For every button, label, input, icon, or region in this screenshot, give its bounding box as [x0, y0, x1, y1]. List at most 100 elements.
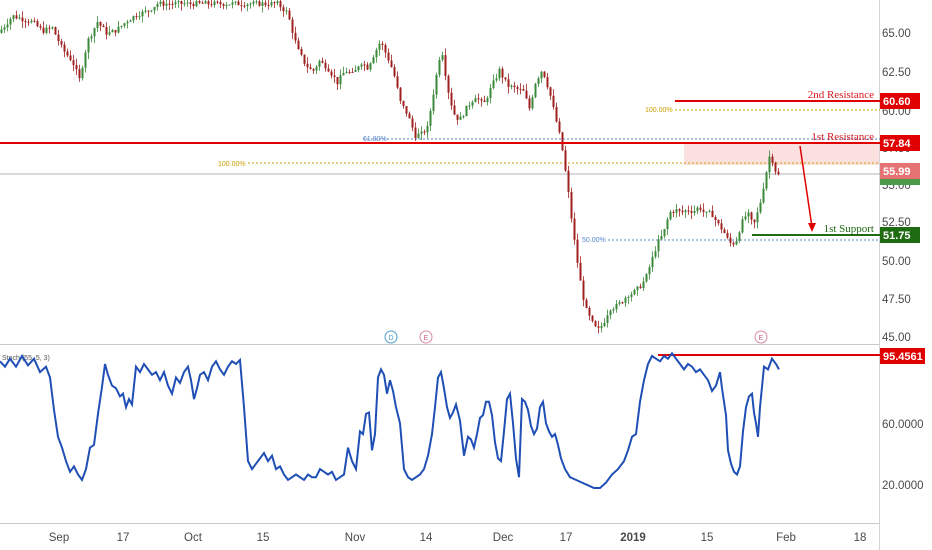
- candle-body[interactable]: [351, 71, 354, 73]
- candle-body[interactable]: [576, 239, 579, 263]
- candle-body[interactable]: [102, 25, 105, 28]
- candle-body[interactable]: [207, 1, 210, 5]
- candle-body[interactable]: [450, 92, 453, 106]
- candle-body[interactable]: [681, 210, 684, 213]
- candle-body[interactable]: [471, 102, 474, 106]
- candle-body[interactable]: [429, 110, 432, 126]
- candle-body[interactable]: [303, 54, 306, 64]
- candle-body[interactable]: [447, 76, 450, 93]
- oscillator-line[interactable]: [0, 351, 780, 489]
- candle-body[interactable]: [78, 69, 81, 79]
- candle-body[interactable]: [468, 105, 471, 107]
- candle-body[interactable]: [219, 1, 222, 5]
- candle-body[interactable]: [177, 1, 180, 3]
- candle-body[interactable]: [462, 116, 465, 118]
- candle-body[interactable]: [474, 98, 477, 103]
- candle-body[interactable]: [129, 20, 132, 22]
- event-marker-earnings-1[interactable]: E: [419, 330, 433, 344]
- candle-body[interactable]: [708, 210, 711, 212]
- candle-body[interactable]: [276, 1, 279, 4]
- candle-body[interactable]: [6, 24, 9, 28]
- candle-body[interactable]: [486, 98, 489, 103]
- candle-body[interactable]: [741, 219, 744, 233]
- candle-body[interactable]: [384, 44, 387, 53]
- candle-body[interactable]: [702, 209, 705, 212]
- candle-body[interactable]: [387, 52, 390, 61]
- candle-body[interactable]: [627, 296, 630, 298]
- candle-body[interactable]: [654, 251, 657, 257]
- candle-body[interactable]: [630, 294, 633, 297]
- candle-body[interactable]: [414, 127, 417, 139]
- candle-body[interactable]: [117, 26, 120, 33]
- candle-body[interactable]: [87, 38, 90, 53]
- candle-body[interactable]: [354, 70, 357, 72]
- candle-body[interactable]: [510, 85, 513, 87]
- candle-body[interactable]: [507, 79, 510, 87]
- candle-body[interactable]: [321, 60, 324, 63]
- candle-body[interactable]: [492, 80, 495, 88]
- candle-body[interactable]: [210, 4, 213, 6]
- candle-body[interactable]: [567, 170, 570, 193]
- candle-body[interactable]: [147, 10, 150, 12]
- candle-body[interactable]: [159, 1, 162, 5]
- candle-body[interactable]: [732, 242, 735, 245]
- candle-body[interactable]: [162, 1, 165, 6]
- candle-body[interactable]: [549, 87, 552, 96]
- candle-body[interactable]: [561, 132, 564, 151]
- candle-body[interactable]: [39, 26, 42, 28]
- candle-body[interactable]: [255, 1, 258, 3]
- candle-body[interactable]: [237, 1, 240, 6]
- candle-body[interactable]: [204, 1, 207, 4]
- candle-body[interactable]: [543, 71, 546, 78]
- candle-body[interactable]: [99, 22, 102, 26]
- candle-body[interactable]: [369, 63, 372, 70]
- candle-body[interactable]: [174, 2, 177, 5]
- candle-body[interactable]: [615, 303, 618, 310]
- candle-body[interactable]: [693, 211, 696, 213]
- candle-body[interactable]: [282, 7, 285, 12]
- candle-body[interactable]: [315, 66, 318, 71]
- candle-body[interactable]: [753, 219, 756, 223]
- event-marker-dividend[interactable]: D: [384, 330, 398, 344]
- candle-body[interactable]: [54, 27, 57, 35]
- candle-body[interactable]: [186, 2, 189, 4]
- candle-body[interactable]: [120, 25, 123, 27]
- candle-body[interactable]: [252, 1, 255, 4]
- candle-body[interactable]: [714, 217, 717, 220]
- candle-body[interactable]: [666, 219, 669, 230]
- candle-body[interactable]: [516, 87, 519, 89]
- candle-body[interactable]: [183, 3, 186, 5]
- candle-body[interactable]: [288, 10, 291, 20]
- candle-body[interactable]: [291, 19, 294, 33]
- candle-body[interactable]: [153, 7, 156, 11]
- candle-body[interactable]: [75, 65, 78, 70]
- candle-body[interactable]: [765, 172, 768, 189]
- candle-body[interactable]: [768, 156, 771, 173]
- candle-body[interactable]: [552, 95, 555, 107]
- candle-body[interactable]: [339, 75, 342, 85]
- candle-body[interactable]: [42, 27, 45, 33]
- candle-body[interactable]: [96, 22, 99, 29]
- candle-body[interactable]: [555, 106, 558, 122]
- candle-body[interactable]: [528, 98, 531, 109]
- candle-body[interactable]: [495, 78, 498, 81]
- candle-body[interactable]: [411, 118, 414, 128]
- candle-body[interactable]: [51, 27, 54, 29]
- candle-body[interactable]: [270, 2, 273, 6]
- candle-body[interactable]: [405, 106, 408, 114]
- candle-body[interactable]: [711, 210, 714, 218]
- candle-body[interactable]: [138, 16, 141, 18]
- candle-body[interactable]: [330, 71, 333, 76]
- candle-body[interactable]: [18, 17, 21, 19]
- candle-body[interactable]: [696, 207, 699, 212]
- candle-body[interactable]: [123, 23, 126, 26]
- candle-body[interactable]: [777, 171, 780, 175]
- candle-body[interactable]: [531, 97, 534, 109]
- candle-body[interactable]: [435, 74, 438, 95]
- candle-body[interactable]: [669, 211, 672, 220]
- candle-body[interactable]: [258, 1, 261, 6]
- candle-body[interactable]: [60, 41, 63, 45]
- candle-body[interactable]: [372, 57, 375, 64]
- candle-body[interactable]: [501, 68, 504, 78]
- candle-body[interactable]: [213, 1, 216, 6]
